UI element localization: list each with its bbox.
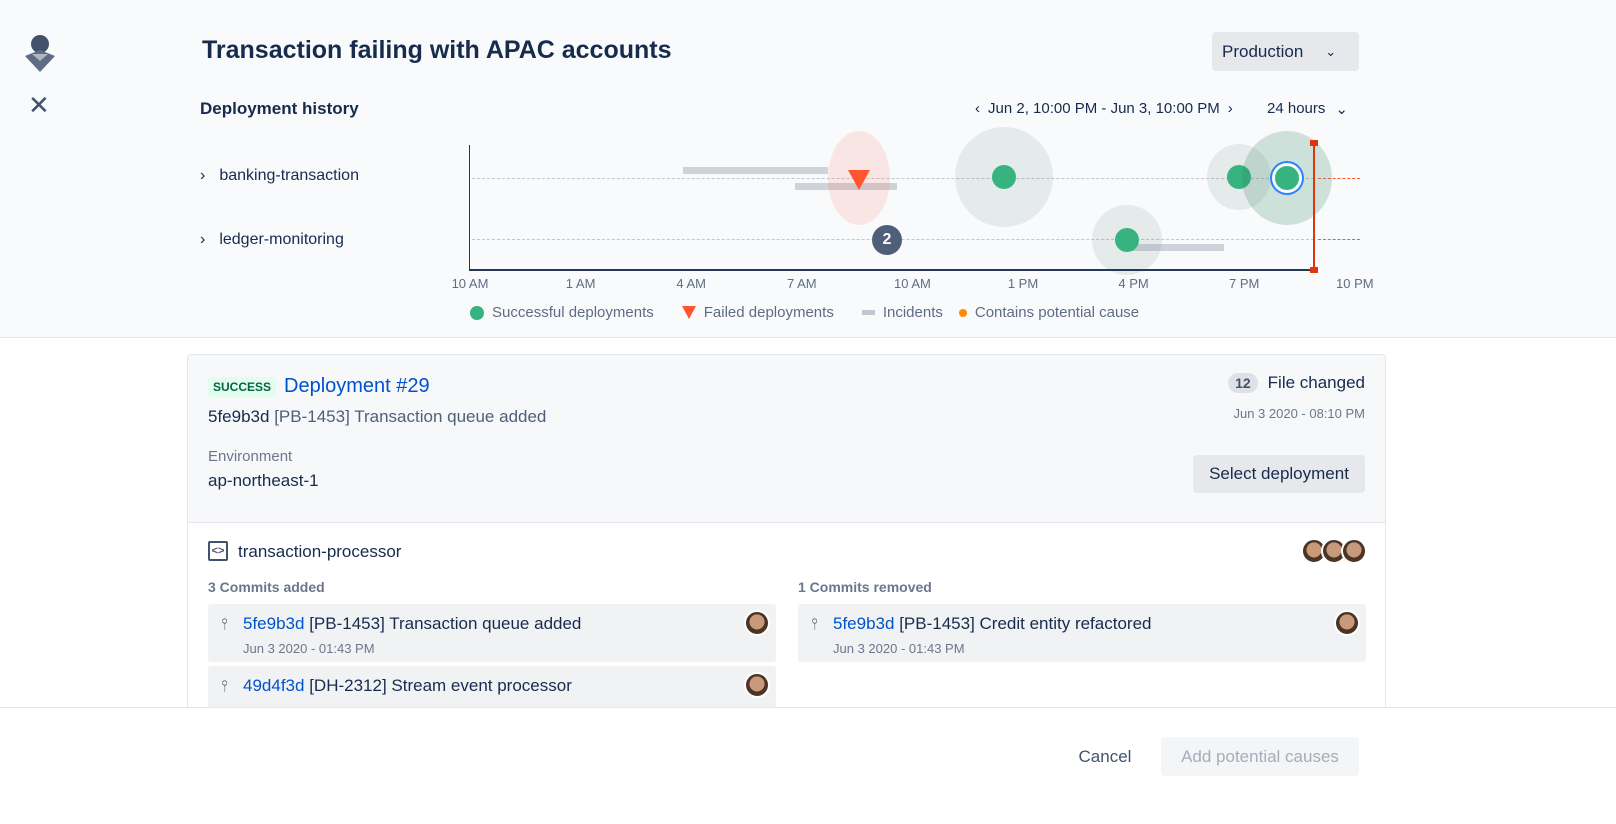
selected-deployment-marker[interactable] (1275, 166, 1299, 190)
commit-date: Jun 3 2020 - 01:43 PM (833, 641, 965, 656)
x-tick-label: 10 AM (893, 276, 931, 291)
commit-item[interactable]: ⫯ 49d4f3d [DH-2312] Stream event process… (208, 666, 776, 713)
commit-message: [PB-1453] Credit entity refactored (899, 614, 1152, 633)
current-time-marker[interactable] (1313, 143, 1315, 271)
commit-hash: 5fe9b3d (208, 407, 270, 426)
incident-bar[interactable] (1124, 244, 1224, 251)
chevron-down-icon: ⌄ (1325, 43, 1337, 59)
legend-cause: Contains potential cause (958, 304, 1139, 321)
success-deployment-marker[interactable] (992, 165, 1016, 189)
commit-icon: ⫯ (811, 616, 818, 633)
x-tick-label: 1 PM (1007, 276, 1039, 291)
chevron-down-icon: ⌄ (1335, 101, 1348, 118)
legend-success: Successful deployments (470, 304, 654, 321)
deployment-date: Jun 3 2020 - 08:10 PM (1233, 406, 1365, 421)
files-label: File changed (1267, 373, 1365, 392)
avatar[interactable] (1334, 610, 1360, 636)
environment-value: Production (1222, 41, 1304, 61)
chevron-right-icon[interactable]: › (200, 167, 206, 184)
status-badge: SUCCESS (208, 376, 277, 397)
section-title: Deployment history (200, 99, 359, 118)
add-potential-causes-button[interactable]: Add potential causes (1161, 737, 1359, 776)
cancel-button[interactable]: Cancel (1078, 747, 1132, 766)
commit-message: [PB-1453] Transaction queue added (309, 614, 582, 633)
failed-deployment-marker[interactable] (848, 170, 870, 190)
window-label: 24 hours (1267, 100, 1326, 117)
x-tick-label: 10 PM (1336, 276, 1374, 291)
x-tick-label: 7 AM (786, 276, 817, 291)
date-range[interactable]: ‹ Jun 2, 10:00 PM - Jun 3, 10:00 PM › (975, 100, 1233, 117)
environment-value: ap-northeast-1 (208, 471, 319, 490)
commit-icon: ⫯ (221, 616, 228, 633)
commit-hash-link[interactable]: 5fe9b3d (243, 614, 305, 633)
commit-message: [PB-1453] Transaction queue added (274, 407, 547, 426)
service-name: banking-transaction (219, 167, 359, 184)
success-deployment-marker[interactable] (1115, 228, 1139, 252)
x-tick-label: 10 AM (451, 276, 489, 291)
page-title: Transaction failing with APAC accounts (202, 36, 672, 64)
next-icon[interactable]: › (1227, 100, 1233, 117)
lane-line (472, 178, 1314, 179)
success-deployment-marker[interactable] (1227, 165, 1251, 189)
select-deployment-button[interactable]: Select deployment (1193, 455, 1365, 493)
service-row-ledger[interactable]: › ledger-monitoring (200, 231, 344, 249)
close-icon[interactable]: ✕ (28, 90, 50, 120)
avatar[interactable] (1341, 538, 1367, 564)
service-name: ledger-monitoring (219, 231, 344, 248)
commit-item[interactable]: ⫯ 5fe9b3d [PB-1453] Transaction queue ad… (208, 604, 776, 662)
commit-date: Jun 3 2020 - 01:43 PM (243, 641, 375, 656)
window-select[interactable]: 24 hours ⌄ (1267, 100, 1348, 118)
footer (0, 707, 1616, 824)
y-axis (469, 145, 470, 270)
marker-handle[interactable] (1310, 267, 1318, 273)
future-line (1318, 239, 1360, 240)
app-logo-icon (25, 35, 55, 72)
deployment-summary (188, 355, 1385, 523)
legend-failed: Failed deployments (681, 304, 834, 321)
x-axis (469, 269, 1317, 271)
repo-name: transaction-processor (238, 542, 402, 561)
commit-icon: ⫯ (221, 678, 228, 695)
incident-bar[interactable] (795, 183, 897, 190)
deployment-link[interactable]: Deployment #29 (284, 375, 430, 397)
commit-item[interactable]: ⫯ 5fe9b3d [PB-1453] Credit entity refact… (798, 604, 1366, 662)
deployment-card: SUCCESS Deployment #29 5fe9b3d [PB-1453]… (187, 354, 1386, 714)
grouped-deployments-badge[interactable]: 2 (872, 225, 902, 255)
commits-removed-label: 1 Commits removed (798, 579, 932, 595)
x-tick-label: 4 PM (1118, 276, 1149, 291)
marker-handle[interactable] (1310, 140, 1318, 146)
service-row-banking[interactable]: › banking-transaction (200, 167, 359, 185)
commit-hash-link[interactable]: 5fe9b3d (833, 614, 895, 633)
files-count-badge: 12 (1228, 373, 1258, 393)
commit-hash-link[interactable]: 49d4f3d (243, 676, 305, 695)
commit-message: [DH-2312] Stream event processor (309, 676, 572, 695)
chevron-right-icon[interactable]: › (200, 231, 206, 248)
avatar[interactable] (744, 610, 770, 636)
contributors (1301, 538, 1367, 564)
environment-select[interactable]: Production ⌄ (1212, 32, 1359, 71)
x-tick-label: 7 PM (1229, 276, 1260, 291)
range-label: Jun 2, 10:00 PM - Jun 3, 10:00 PM (988, 100, 1220, 117)
legend-incidents: Incidents (861, 304, 943, 321)
environment-label: Environment (208, 448, 293, 465)
x-tick-label: 4 AM (676, 276, 706, 291)
commits-added-label: 3 Commits added (208, 579, 325, 595)
code-repo-icon: <> (208, 541, 228, 561)
legend: Successful deployments Failed deployment… (470, 304, 1139, 321)
future-line (1318, 178, 1360, 179)
x-tick-label: 1 AM (565, 276, 596, 291)
avatar[interactable] (744, 672, 770, 698)
incident-bar[interactable] (683, 167, 828, 174)
prev-icon[interactable]: ‹ (975, 100, 980, 117)
